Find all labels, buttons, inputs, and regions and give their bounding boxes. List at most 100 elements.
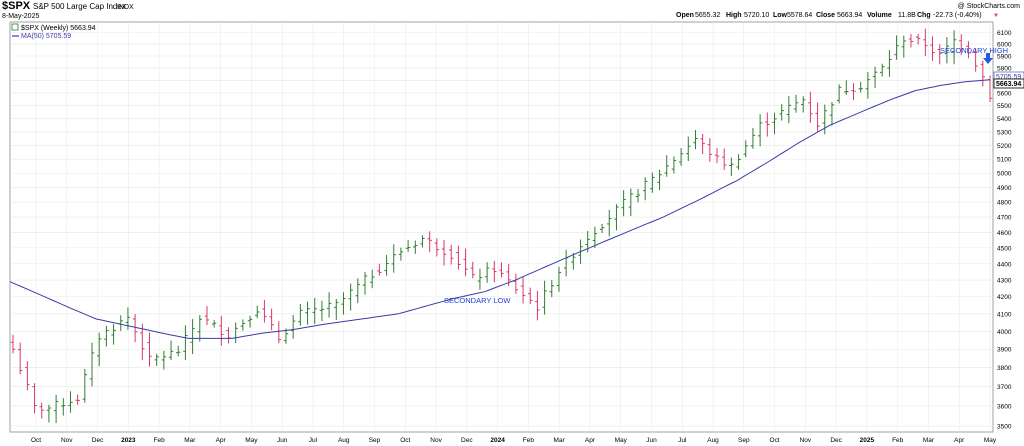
ohlc-bar (872, 66, 878, 89)
x-tick-label: Feb (523, 437, 535, 444)
ohlc-bar (772, 112, 777, 135)
ohlc-bar (477, 268, 483, 290)
ohlc-bar (542, 280, 547, 315)
ohlc-bar (204, 305, 210, 326)
ohlc-bar (355, 278, 361, 304)
y-tick-label: 4400 (997, 261, 1012, 268)
low-value: 5578.64 (787, 12, 812, 19)
y-tick-label: 3700 (997, 384, 1012, 391)
chg-value: -22.73 (-0.40%) (933, 12, 982, 19)
y-tick-label: 5600 (997, 90, 1012, 97)
y-tick-label: 4500 (997, 245, 1012, 252)
x-tick-label: 2024 (490, 437, 505, 444)
ohlc-bar (219, 315, 224, 346)
ohlc-bar (851, 83, 856, 101)
ohlc-bar (621, 190, 626, 217)
chg-down-arrow-icon: ▼ (993, 13, 999, 19)
y-tick-label: 5100 (997, 157, 1012, 164)
open-value: 5655.32 (695, 12, 720, 19)
ohlc-bar (161, 350, 167, 370)
ohlc-bar (427, 231, 432, 253)
ohlc-bar (664, 155, 669, 177)
x-tick-label: May (984, 437, 997, 444)
close-price-tag (993, 78, 1024, 89)
x-tick-label: Apr (954, 437, 965, 444)
secondary-low-annotation: SECONDARY LOW (444, 296, 511, 305)
close-label: Close (816, 12, 835, 19)
x-tick-label: Dec (461, 437, 473, 444)
ohlc-bar (499, 262, 504, 278)
ohlc-bar (513, 273, 519, 294)
ohlc-bar (32, 383, 37, 414)
ohlc-bars (10, 28, 993, 424)
ohlc-bar (966, 41, 971, 59)
chart-date: 8-May-2025 (2, 13, 39, 20)
x-tick-label: Oct (31, 437, 41, 444)
ohlc-bar (362, 271, 368, 295)
ohlc-bar (951, 30, 957, 65)
ohlc-bar (930, 36, 935, 61)
ohlc-bar (97, 332, 102, 367)
ohlc-bar (815, 102, 820, 132)
ohlc-bar (312, 297, 317, 325)
ohlc-bar (528, 287, 533, 305)
ohlc-bar (420, 235, 425, 248)
y-tick-label: 4000 (997, 329, 1012, 336)
x-tick-label: Oct (770, 437, 780, 444)
ohlc-bar (736, 154, 741, 170)
ohlc-bar (693, 130, 698, 150)
close-value: 5663.94 (837, 12, 862, 19)
ticker-symbol: $SPX (2, 0, 31, 12)
y-tick-label: 5500 (997, 103, 1012, 110)
ohlc-bar (470, 261, 475, 279)
y-tick-label: 6100 (997, 30, 1012, 37)
ohlc-bar (844, 80, 849, 95)
ohlc-bar (894, 35, 899, 60)
y-tick-label: 5800 (997, 66, 1012, 73)
ohlc-bar (168, 340, 174, 361)
ohlc-bar (463, 248, 468, 276)
ohlc-bar (549, 280, 554, 298)
ohlc-bar (405, 239, 411, 252)
ohlc-bar (801, 96, 806, 113)
ohlc-bar (341, 292, 346, 315)
ohlc-bar (858, 81, 863, 93)
ohlc-bar (82, 368, 88, 403)
ohlc-bar (757, 114, 763, 147)
ohlc-bar (822, 104, 827, 135)
legend-price-swatch (11, 23, 19, 31)
y-tick-label: 5900 (997, 53, 1012, 60)
ohlc-bar (786, 95, 792, 124)
ohlc-bar (190, 319, 195, 355)
volume-label: Volume (867, 12, 892, 19)
ohlc-bar (671, 156, 677, 174)
x-tick-label: 2025 (860, 437, 875, 444)
x-tick-label: Apr (585, 437, 596, 444)
y-tick-label: 4300 (997, 278, 1012, 285)
x-tick-label: 2023 (121, 437, 136, 444)
ohlc-bar (377, 263, 382, 276)
ohlc-bar (635, 189, 641, 203)
ohlc-bar (111, 324, 116, 345)
x-tick-label: Mar (184, 437, 196, 444)
grid-lines (10, 22, 993, 432)
ohlc-bar (592, 226, 598, 248)
high-value: 5720.10 (744, 12, 769, 19)
ohlc-bar (607, 209, 612, 237)
ohlc-bar (68, 391, 73, 413)
ohlc-bar (413, 240, 418, 254)
ohlc-bar (89, 342, 95, 387)
legend-price-label: $SPX (Weekly) 5663.94 (21, 25, 96, 32)
y-tick-label: 4700 (997, 215, 1012, 222)
y-tick-label: 3800 (997, 365, 1012, 372)
x-tick-label: May (615, 437, 628, 444)
y-tick-label: 5300 (997, 129, 1012, 136)
ohlc-bar (456, 245, 461, 270)
index-name: S&P 500 Large Cap Index (33, 2, 126, 11)
ohlc-bar (714, 148, 720, 164)
ohlc-bar (434, 238, 440, 257)
ohlc-bar (750, 127, 756, 149)
x-tick-label: Jun (277, 437, 288, 444)
ma50-line (9, 79, 991, 339)
ohlc-bar (535, 290, 540, 321)
